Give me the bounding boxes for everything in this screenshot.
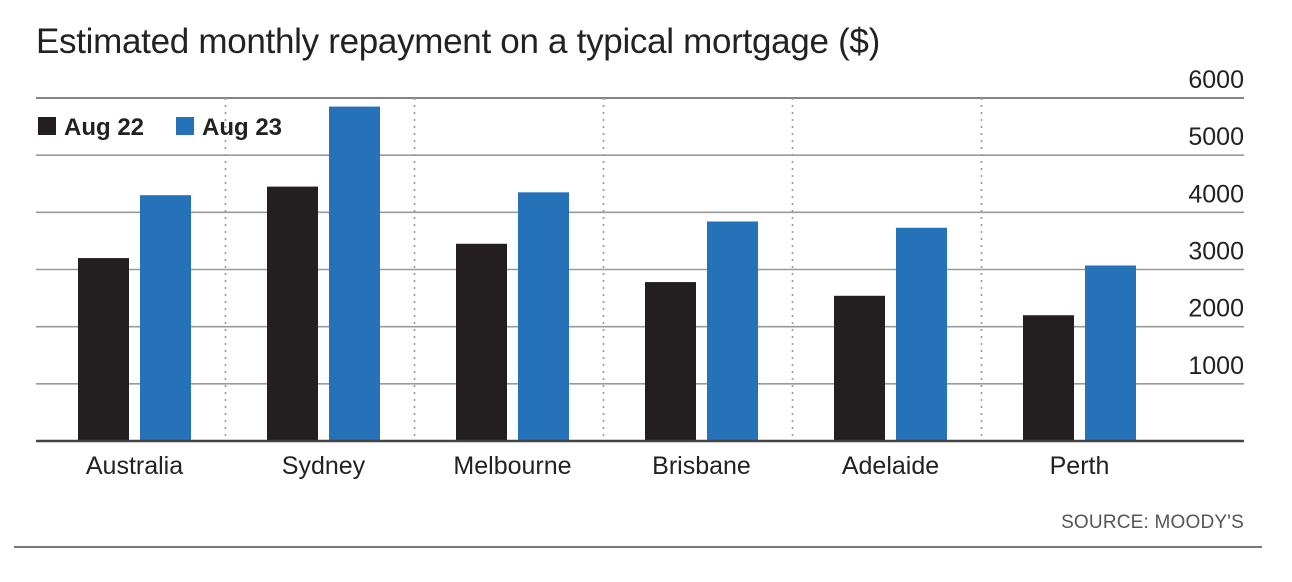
x-category-label: Adelaide bbox=[842, 452, 939, 480]
grid-layer bbox=[36, 97, 1244, 441]
x-category-label: Perth bbox=[1050, 452, 1110, 480]
bars-layer bbox=[78, 106, 1136, 441]
bar-series-2 bbox=[518, 192, 569, 441]
x-category-label: Sydney bbox=[282, 452, 366, 480]
legend-swatch bbox=[176, 117, 194, 135]
bar-series-2 bbox=[1085, 265, 1136, 441]
chart-title: Estimated monthly repayment on a typical… bbox=[36, 22, 880, 61]
bar-series-1 bbox=[645, 282, 696, 441]
bar-series-1 bbox=[456, 243, 507, 441]
bar-series-1 bbox=[78, 258, 129, 441]
bar-series-1 bbox=[1023, 315, 1074, 441]
bar-series-1 bbox=[834, 295, 885, 441]
bar-series-2 bbox=[140, 195, 191, 441]
legend: Aug 22 Aug 23 bbox=[38, 114, 282, 141]
axis-layer: 1000 2000 3000 4000 5000 6000 Australia Sydney M… bbox=[36, 66, 1244, 480]
bar-series-2 bbox=[329, 106, 380, 441]
x-category-label: Brisbane bbox=[652, 452, 751, 480]
y-tick-label: 5000 bbox=[1188, 123, 1244, 151]
bar-series-1 bbox=[267, 186, 318, 441]
y-tick-label: 4000 bbox=[1188, 180, 1244, 208]
y-tick-label: 6000 bbox=[1188, 66, 1244, 94]
y-tick-label: 3000 bbox=[1188, 238, 1244, 266]
legend-label: Aug 22 bbox=[64, 114, 144, 141]
x-category-label: Australia bbox=[86, 452, 183, 480]
source-note: SOURCE: MOODY'S bbox=[1061, 512, 1244, 533]
bottom-rule bbox=[14, 546, 1262, 548]
legend-label: Aug 23 bbox=[202, 114, 282, 141]
x-category-label: Melbourne bbox=[453, 452, 571, 480]
bar-series-2 bbox=[707, 221, 758, 441]
y-tick-label: 1000 bbox=[1188, 352, 1244, 380]
legend-swatch bbox=[38, 117, 56, 135]
y-tick-label: 2000 bbox=[1188, 295, 1244, 323]
bar-series-2 bbox=[896, 227, 947, 441]
